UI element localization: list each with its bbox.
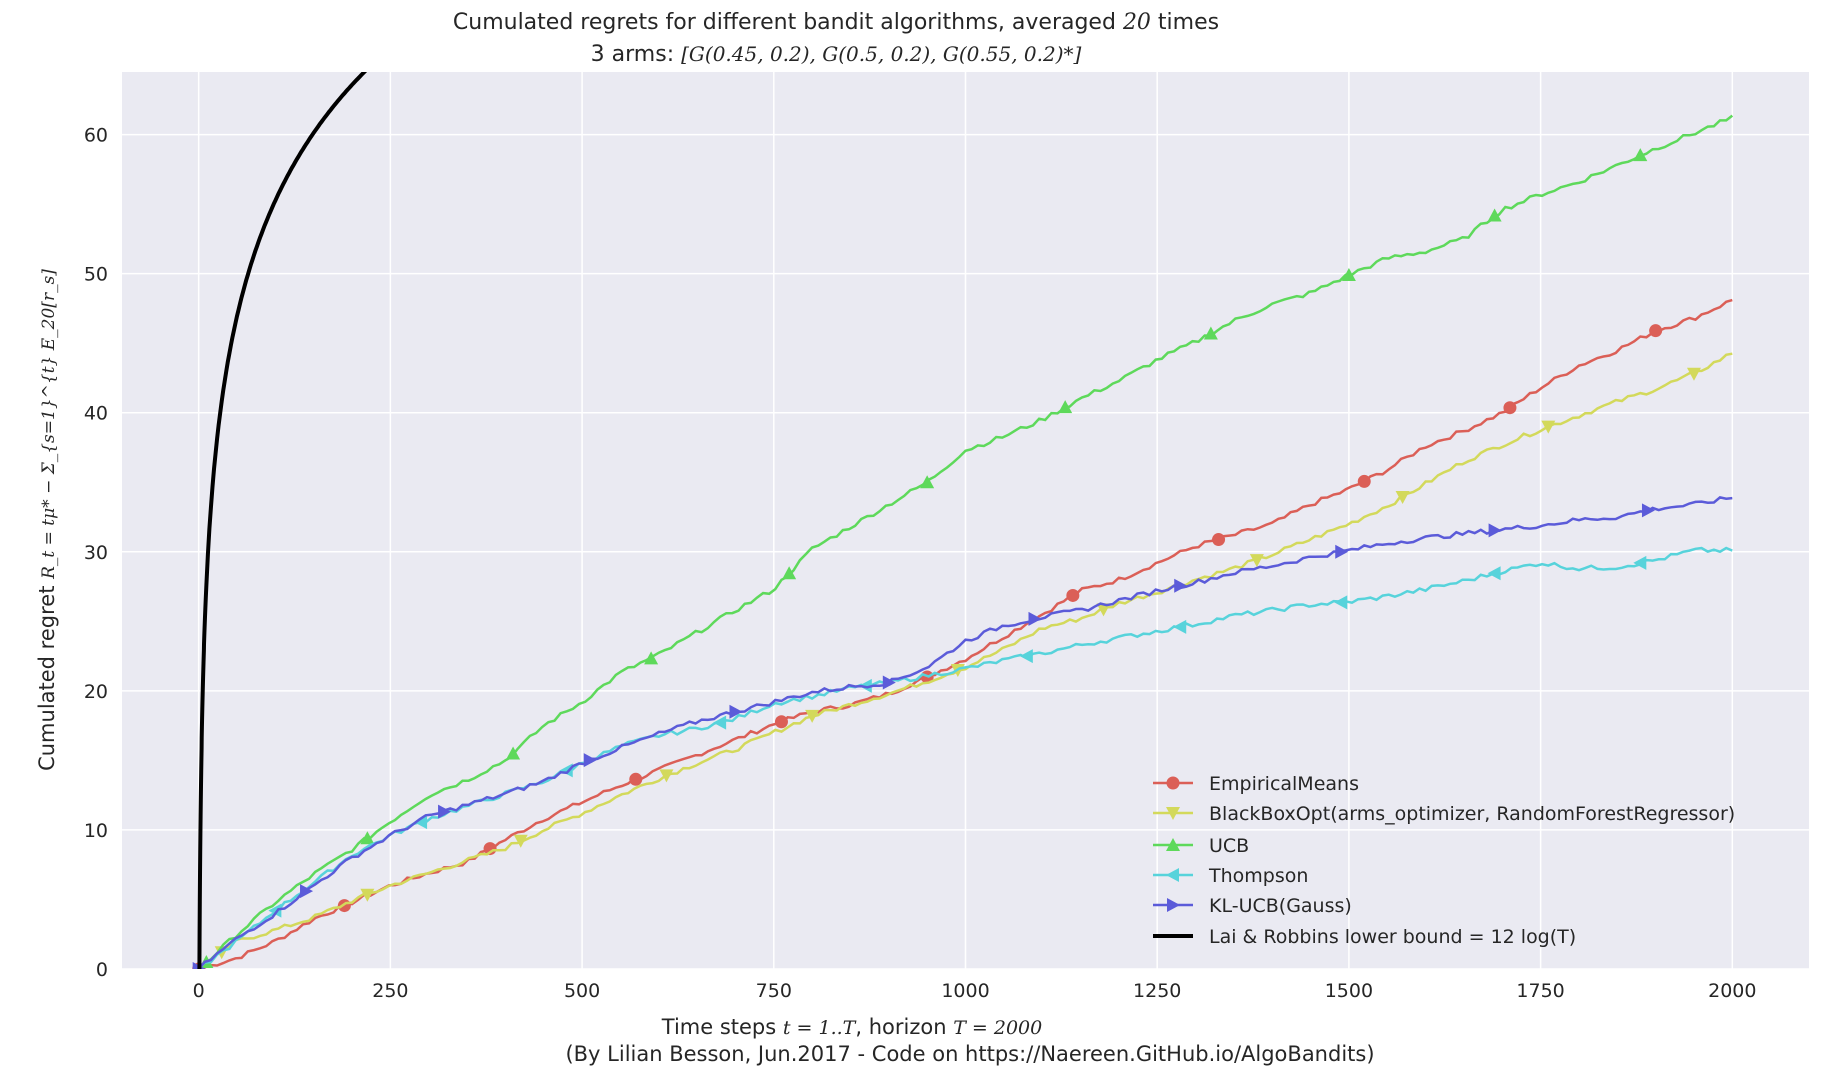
series-marker xyxy=(644,651,659,665)
series-marker xyxy=(1173,619,1187,634)
series-marker xyxy=(583,753,597,768)
y-tick-label: 0 xyxy=(96,959,108,981)
legend-entry-thompson: Thompson xyxy=(1153,865,1308,887)
chart-title-line1: Cumulated regrets for different bandit a… xyxy=(453,10,1219,35)
series-marker xyxy=(360,888,375,902)
svg-text:UCB: UCB xyxy=(1209,835,1249,857)
series-thompson xyxy=(197,546,1733,969)
x-tick-label: 1000 xyxy=(941,980,989,1002)
series-marker xyxy=(1641,503,1655,518)
series-klucb xyxy=(192,496,1733,969)
x-tick-label: 0 xyxy=(193,980,205,1002)
series-marker xyxy=(1028,611,1042,626)
legend-entry-blackboxopt: BlackBoxOpt(arms_optimizer, RandomForest… xyxy=(1153,803,1735,825)
series-marker xyxy=(1649,324,1663,338)
series-marker xyxy=(1487,208,1502,222)
series-marker xyxy=(414,815,428,830)
legend-entry-ucb: UCB xyxy=(1153,835,1249,857)
series-marker xyxy=(729,704,743,719)
series-line xyxy=(197,72,368,969)
series-marker xyxy=(1249,554,1264,568)
svg-text:KL-UCB(Gauss): KL-UCB(Gauss) xyxy=(1209,895,1352,917)
y-tick-labels: 0 10 20 30 40 50 60 xyxy=(84,125,108,981)
series-ucb xyxy=(197,114,1734,969)
y-tick-label: 60 xyxy=(84,125,108,147)
y-tick-label: 40 xyxy=(84,403,108,425)
chart-title-line2: 3 arms: [G(0.45, 0.2), G(0.5, 0.2), G(0.… xyxy=(591,42,1082,67)
series-marker xyxy=(192,962,206,969)
series-marker xyxy=(1174,578,1188,593)
series-marker xyxy=(629,772,643,786)
legend-entry-lai-robbins: Lai & Robbins lower bound = 12 log(T) xyxy=(1153,926,1576,948)
series-marker xyxy=(1395,490,1410,504)
series-marker xyxy=(659,769,674,783)
y-tick-label: 50 xyxy=(84,264,108,286)
x-tick-labels: 0 250 500 750 1000 1250 1500 1750 2000 xyxy=(193,980,1757,1002)
y-tick-label: 10 xyxy=(84,820,108,842)
series-marker xyxy=(438,804,452,819)
series-marker xyxy=(1096,603,1111,617)
svg-text:BlackBoxOpt(arms_optimizer, Ra: BlackBoxOpt(arms_optimizer, RandomForest… xyxy=(1209,803,1735,825)
series-marker xyxy=(513,834,528,848)
series-marker xyxy=(882,675,896,690)
series-marker xyxy=(782,566,797,580)
grid xyxy=(122,72,1809,970)
x-tick-label: 2000 xyxy=(1708,980,1756,1002)
series-marker xyxy=(920,475,935,489)
x-tick-label: 250 xyxy=(372,980,408,1002)
series-marker xyxy=(1058,400,1073,414)
x-tick-label: 500 xyxy=(564,980,600,1002)
series-marker xyxy=(1541,420,1556,434)
series-marker xyxy=(1334,595,1348,610)
series-marker xyxy=(1019,649,1033,664)
series-marker xyxy=(559,763,573,778)
series-marker xyxy=(1633,555,1647,570)
series-marker xyxy=(1203,326,1218,340)
series-marker xyxy=(1487,566,1501,581)
series-marker xyxy=(774,715,788,729)
series-marker xyxy=(268,903,282,918)
credit-text: (By Lilian Besson, Jun.2017 - Code on ht… xyxy=(565,1042,1374,1066)
series-line xyxy=(197,496,1733,969)
series-marker xyxy=(805,709,820,723)
series-marker xyxy=(1686,367,1701,381)
svg-text:Lai & Robbins lower bound = 12: Lai & Robbins lower bound = 12 log(T) xyxy=(1209,926,1576,948)
svg-text:EmpiricalMeans: EmpiricalMeans xyxy=(1209,773,1359,795)
series-group xyxy=(192,72,1734,969)
series-marker xyxy=(483,842,497,856)
x-axis-label: Time steps t = 1..T, horizon T = 2000 xyxy=(661,1015,1042,1039)
series-marker xyxy=(1633,148,1648,162)
series-line xyxy=(198,352,1733,969)
legend-entry-empiricalmeans: EmpiricalMeans xyxy=(1153,773,1359,795)
series-marker xyxy=(1212,533,1226,547)
y-tick-label: 20 xyxy=(84,681,108,703)
series-marker xyxy=(360,831,375,845)
series-blackboxopt xyxy=(198,352,1733,969)
series-marker xyxy=(1503,401,1517,415)
series-lairobbins xyxy=(197,72,368,969)
series-marker xyxy=(1341,268,1356,282)
series-marker xyxy=(300,884,314,899)
x-tick-label: 750 xyxy=(756,980,792,1002)
series-marker xyxy=(1066,588,1080,602)
series-marker xyxy=(506,746,521,760)
x-tick-label: 1500 xyxy=(1325,980,1373,1002)
series-marker xyxy=(1357,474,1371,488)
series-line xyxy=(197,546,1733,969)
series-line xyxy=(197,114,1734,969)
y-axis-label: Cumulated regret R_t = tμ* − Σ_{s=1}^{t}… xyxy=(35,269,59,771)
legend-entry-klucb: KL-UCB(Gauss) xyxy=(1153,895,1352,917)
x-tick-label: 1750 xyxy=(1516,980,1564,1002)
series-marker xyxy=(713,715,727,730)
x-tick-label: 1250 xyxy=(1133,980,1181,1002)
y-tick-label: 30 xyxy=(84,542,108,564)
series-marker xyxy=(1488,523,1502,538)
legend: EmpiricalMeans BlackBoxOpt(arms_optimize… xyxy=(1153,773,1735,948)
svg-text:Thompson: Thompson xyxy=(1208,865,1308,887)
series-marker xyxy=(1335,544,1349,559)
